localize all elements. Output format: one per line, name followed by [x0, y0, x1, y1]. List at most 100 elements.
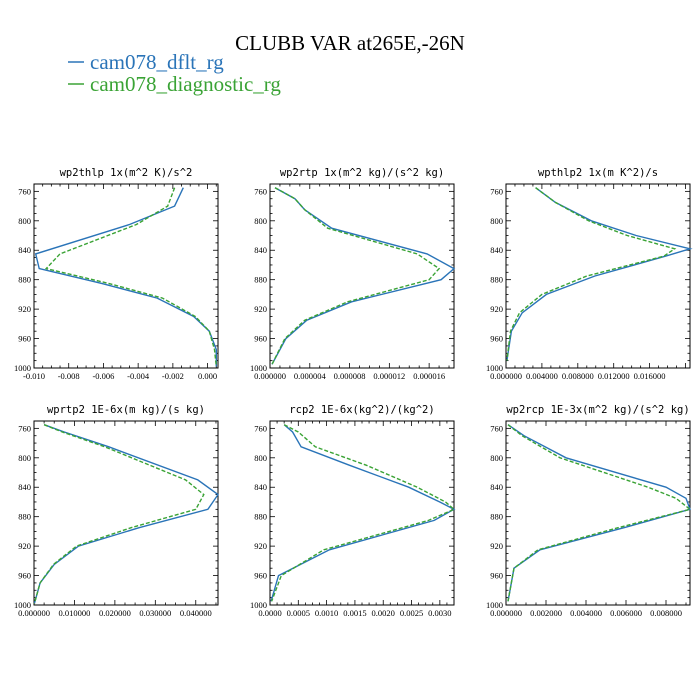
y-tick-label: 880	[254, 275, 267, 285]
y-tick-label: 1000	[14, 600, 31, 610]
panel-5: rcp2 1E-6x(kg^2)/(kg^2) 760 800 840 880 920 96…	[250, 404, 456, 618]
legend-label-dflt: cam078_dflt_rg	[90, 50, 224, 74]
x-tick-label: -0.010	[23, 371, 45, 381]
x-tick-label: 0.000000	[490, 608, 522, 618]
y-tick-label: 760	[18, 186, 31, 196]
y-tick-label: 960	[254, 571, 267, 581]
x-tick-label: 0.000016	[413, 371, 445, 381]
panel-6: wp2rcp 1E-3x(m^2 kg)/(s^2 kg)760 800 840 88…	[486, 404, 692, 618]
x-tick-label: 0.004000	[526, 371, 558, 381]
panel-1: wp2thlp 1x(m^2 K)/s^2 760 800 840 880 920 960 1…	[14, 167, 219, 381]
y-tick-label: 880	[18, 512, 31, 522]
y-tick-label: 800	[254, 216, 267, 226]
x-tick-label: -0.008	[58, 371, 80, 381]
y-tick-label: 760	[254, 186, 267, 196]
panel-3: wpthlp2 1x(m K^2)/s 760 800 840 880 920 960 100…	[486, 167, 693, 381]
y-tick-label: 920	[18, 304, 31, 314]
plot-frame	[269, 420, 455, 606]
x-tick-label: 0.030000	[139, 608, 171, 618]
x-tick-label: -0.002	[162, 371, 184, 381]
panel-title: wp2rtp 1x(m^2 kg)/(s^2 kg)	[280, 167, 444, 179]
plot-frame	[33, 420, 219, 606]
y-tick-label: 760	[490, 423, 503, 433]
y-tick-label: 800	[254, 453, 267, 463]
panel-2: wp2rtp 1x(m^2 kg)/(s^2 kg) 760 800 840 880 92…	[250, 167, 456, 381]
series-line-dflt	[506, 187, 693, 361]
series-line-dflt	[270, 424, 456, 602]
x-tick-label: 0.008000	[562, 371, 594, 381]
y-tick-label: 920	[490, 304, 503, 314]
plot-frame	[505, 420, 691, 606]
x-tick-label: 0.0000	[258, 608, 281, 618]
x-tick-label: 0.004000	[570, 608, 602, 618]
x-tick-label: 0.012000	[598, 371, 630, 381]
plot-frame	[269, 183, 455, 369]
y-tick-label: 1000	[14, 363, 31, 373]
x-tick-label: 0.0010	[315, 608, 338, 618]
x-tick-label: -0.004	[127, 371, 150, 381]
legend-label-diagnostic: cam078_diagnostic_rg	[90, 72, 281, 96]
y-tick-label: 800	[490, 453, 503, 463]
x-tick-label: 0.010000	[59, 608, 91, 618]
series-line-diagnostic	[44, 187, 217, 367]
y-tick-label: 880	[490, 512, 503, 522]
series-line-diagnostic	[271, 187, 441, 365]
plot-frame	[505, 183, 691, 369]
x-tick-label: 0.000004	[294, 371, 327, 381]
y-tick-label: 1000	[486, 600, 503, 610]
y-tick-label: 920	[254, 304, 267, 314]
panels: wp2thlp 1x(m^2 K)/s^2 760 800 840 880 920 960 1…	[14, 167, 693, 618]
y-tick-label: 800	[490, 216, 503, 226]
figure-title: CLUBB VAR at265E,-26N	[235, 31, 465, 55]
x-tick-label: 0.0005	[287, 608, 310, 618]
x-tick-label: 0.040000	[180, 608, 212, 618]
series-line-diagnostic	[506, 187, 677, 361]
y-tick-label: 920	[490, 541, 503, 551]
x-tick-label: 0.016000	[634, 371, 666, 381]
y-tick-label: 1000	[250, 363, 267, 373]
series-line-dflt	[271, 187, 456, 365]
x-tick-label: 0.000	[198, 371, 217, 381]
series-line-dflt	[507, 424, 691, 602]
y-tick-label: 880	[254, 512, 267, 522]
x-tick-label: 0.0030	[428, 608, 451, 618]
x-tick-label: 0.0025	[400, 608, 423, 618]
y-tick-label: 960	[490, 571, 503, 581]
y-tick-label: 840	[490, 245, 503, 255]
panel-title: wpthlp2 1x(m K^2)/s	[538, 167, 658, 179]
panel-title: wp2thlp 1x(m^2 K)/s^2	[60, 167, 193, 179]
y-tick-label: 960	[18, 334, 31, 344]
series-line-diagnostic	[271, 424, 456, 602]
y-tick-label: 840	[490, 482, 503, 492]
y-tick-label: 760	[490, 186, 503, 196]
x-tick-label: 0.000000	[254, 371, 286, 381]
series-line-diagnostic	[33, 424, 205, 604]
y-tick-label: 760	[18, 423, 31, 433]
x-tick-label: 0.006000	[610, 608, 642, 618]
x-tick-label: 0.000000	[18, 608, 50, 618]
panel-title: wprtp2 1E-6x(m kg)/(s kg)	[47, 404, 205, 416]
series-line-dflt	[33, 424, 219, 604]
y-tick-label: 880	[490, 275, 503, 285]
y-tick-label: 840	[18, 482, 31, 492]
legend: cam078_dflt_rg cam078_diagnostic_rg	[68, 50, 281, 96]
x-tick-label: 0.0015	[343, 608, 366, 618]
plot-frame	[33, 183, 219, 369]
y-tick-label: 840	[254, 245, 267, 255]
y-tick-label: 760	[254, 423, 267, 433]
panel-4: wprtp2 1E-6x(m kg)/(s kg) 760 800 840 880 920…	[14, 404, 219, 618]
x-tick-label: -0.006	[92, 371, 114, 381]
panel-title: rcp2 1E-6x(kg^2)/(kg^2)	[289, 404, 434, 416]
y-tick-label: 800	[18, 216, 31, 226]
y-tick-label: 960	[490, 334, 503, 344]
series-line-diagnostic	[507, 424, 692, 602]
panel-title: wp2rcp 1E-3x(m^2 kg)/(s^2 kg)	[506, 404, 689, 416]
y-tick-label: 840	[254, 482, 267, 492]
y-tick-label: 920	[18, 541, 31, 551]
x-tick-label: 0.000000	[490, 371, 522, 381]
y-tick-label: 960	[18, 571, 31, 581]
x-tick-label: 0.000012	[373, 371, 405, 381]
y-tick-label: 1000	[250, 600, 267, 610]
x-tick-label: 0.0020	[372, 608, 395, 618]
